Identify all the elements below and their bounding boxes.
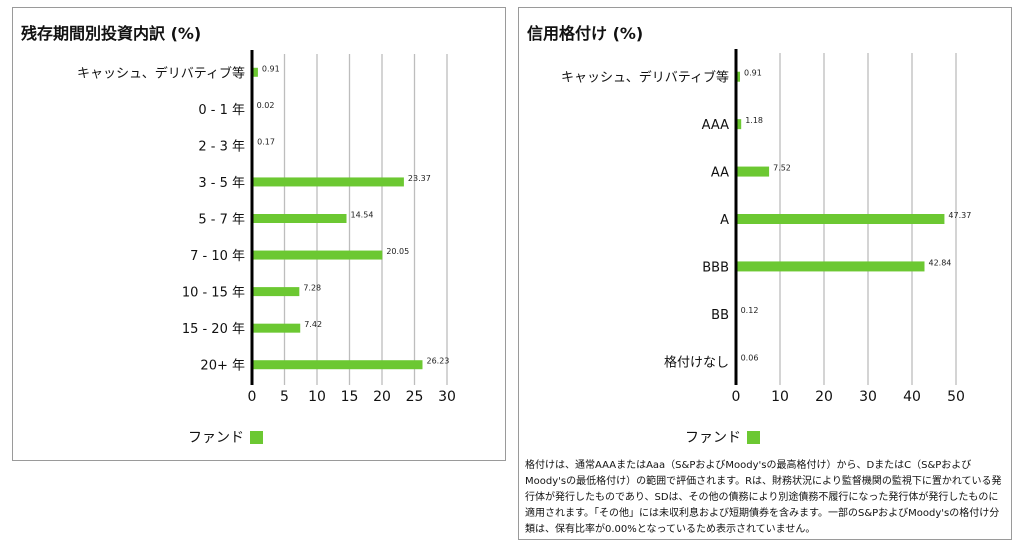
- maturity-chart-panel: 残存期間別投資内訳 (%) 0.91 キャッシュ、デリバティブ等 0.02 0 - 1…: [12, 7, 506, 461]
- maturity-value-label: 7.28: [303, 284, 321, 293]
- rating-chart-panel: 信用格付け (%) 0.91 キャッシュ、デリバティブ等 1.18 AAA 7.52 AA…: [518, 7, 1012, 540]
- maturity-bar: [252, 250, 383, 260]
- maturity-category-label: 3 - 5 年: [198, 176, 245, 191]
- maturity-value-label: 26.23: [426, 357, 449, 366]
- rating-tick-label: 0: [732, 389, 741, 405]
- rating-category-label: 格付けなし: [664, 354, 729, 370]
- rating-tick-label: 20: [815, 389, 833, 405]
- rating-category-label: BB: [711, 308, 729, 323]
- maturity-legend-label: ファンド: [188, 430, 244, 446]
- maturity-bar: [252, 323, 301, 333]
- rating-value-label: 42.84: [928, 258, 951, 267]
- maturity-tick-label: 15: [341, 389, 359, 405]
- rating-bar: [736, 214, 945, 224]
- maturity-category-label: 2 - 3 年: [198, 139, 245, 154]
- maturity-category-label: 7 - 10 年: [190, 249, 245, 264]
- maturity-value-label: 0.02: [257, 101, 275, 110]
- rating-value-label: 1.18: [745, 116, 763, 125]
- rating-value-label: 0.06: [741, 353, 759, 362]
- maturity-tick-label: 10: [308, 389, 326, 405]
- rating-value-label: 7.52: [773, 164, 791, 173]
- maturity-value-label: 7.42: [304, 320, 322, 329]
- maturity-category-label: 0 - 1 年: [198, 103, 245, 118]
- maturity-bar: [252, 214, 347, 223]
- maturity-tick-label: 25: [406, 389, 424, 405]
- rating-footnote: 格付けは、通常AAAまたはAaa（S&PおよびMoody'sの最高格付け）から、…: [525, 460, 1002, 535]
- rating-bar: [736, 261, 925, 272]
- maturity-chart-title: 残存期間別投資内訳 (%): [21, 24, 202, 43]
- rating-category-label: AA: [711, 166, 729, 181]
- maturity-tick-label: 0: [248, 389, 257, 405]
- maturity-tick-label: 20: [373, 389, 391, 405]
- maturity-bar: [252, 287, 300, 297]
- rating-tick-label: 10: [771, 389, 789, 405]
- rating-legend: ファンド: [685, 427, 760, 447]
- maturity-legend-swatch: [250, 430, 263, 444]
- maturity-tick-label: 30: [438, 389, 456, 405]
- rating-category-label: BBB: [702, 260, 729, 275]
- rating-legend-label: ファンド: [685, 430, 741, 446]
- rating-category-label: A: [720, 213, 729, 228]
- maturity-bar: [252, 177, 404, 187]
- rating-bar: [736, 166, 770, 177]
- maturity-category-label: 20+ 年: [200, 359, 245, 374]
- rating-bar: [736, 71, 741, 82]
- maturity-value-label: 0.91: [262, 64, 280, 73]
- rating-value-label: 47.37: [948, 211, 971, 220]
- maturity-value-label: 0.17: [257, 137, 275, 146]
- rating-tick-label: 50: [947, 389, 965, 405]
- maturity-category-label: 5 - 7 年: [198, 213, 245, 228]
- rating-category-label: AAA: [702, 118, 730, 133]
- rating-legend-swatch: [747, 430, 760, 444]
- maturity-chart: 0.91 キャッシュ、デリバティブ等 0.02 0 - 1 年 0.17 2 - 3 年 2…: [77, 50, 456, 405]
- maturity-category-label: 15 - 20 年: [182, 322, 245, 337]
- rating-tick-label: 30: [859, 389, 877, 405]
- maturity-category-label: キャッシュ、デリバティブ等: [77, 65, 245, 81]
- maturity-value-label: 23.37: [408, 174, 431, 183]
- maturity-value-label: 14.54: [351, 211, 374, 220]
- maturity-bar: [252, 67, 258, 77]
- maturity-bar: [252, 360, 423, 370]
- rating-value-label: 0.12: [741, 306, 759, 315]
- rating-value-label: 0.91: [744, 69, 762, 78]
- rating-bar: [736, 119, 742, 130]
- maturity-legend: ファンド: [188, 427, 263, 447]
- maturity-value-label: 20.05: [386, 247, 409, 256]
- maturity-tick-label: 5: [280, 389, 289, 405]
- rating-chart-title: 信用格付け (%): [527, 24, 644, 43]
- rating-chart: 0.91 キャッシュ、デリバティブ等 1.18 AAA 7.52 AA 47.37 A 42.8…: [561, 49, 971, 405]
- rating-category-label: キャッシュ、デリバティブ等: [561, 70, 729, 86]
- rating-tick-label: 40: [903, 389, 921, 405]
- maturity-category-label: 10 - 15 年: [182, 286, 245, 301]
